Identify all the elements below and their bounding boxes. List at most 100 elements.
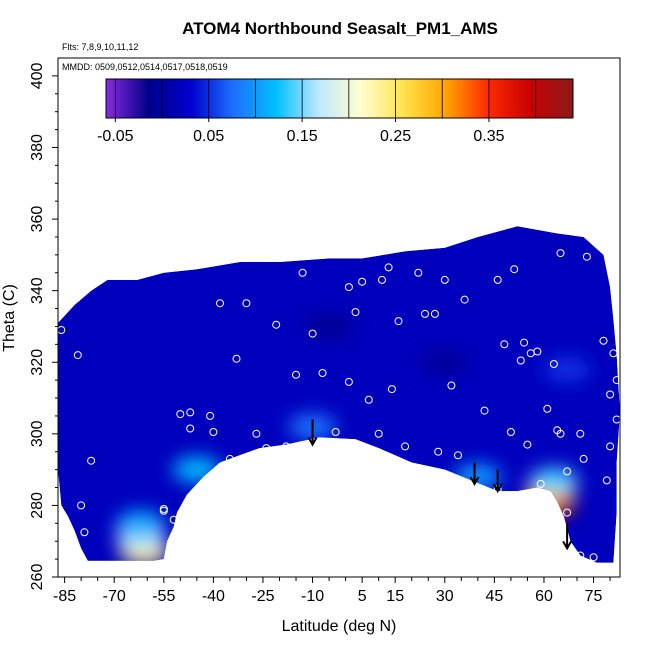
sample-point — [430, 309, 439, 318]
x-tick-label: 5 — [358, 588, 367, 605]
x-axis: -85 -70 -55 -40 -25 -10 5 15 30 45 60 75 — [53, 577, 611, 605]
sample-point — [351, 308, 360, 317]
sample-point — [298, 268, 307, 277]
sample-point — [232, 354, 241, 363]
sample-point — [206, 411, 215, 420]
arrow-3 — [562, 523, 572, 551]
y-tick-label: 300 — [29, 420, 46, 447]
sample-point — [384, 263, 393, 272]
y-tick-label: 260 — [29, 564, 46, 591]
colorbar-tick-label: 0.15 — [287, 128, 318, 145]
sample-point — [262, 444, 271, 453]
sample-point — [272, 320, 281, 329]
sample-point — [493, 275, 502, 284]
x-tick-label: 45 — [485, 588, 503, 605]
arrow-1 — [469, 462, 480, 486]
y-axis-label: Theta (C) — [1, 284, 18, 352]
x-axis-label: Latitude (deg N) — [282, 618, 397, 635]
sample-point — [77, 501, 86, 510]
sample-point — [434, 447, 443, 456]
sample-point — [556, 249, 565, 258]
sample-point — [344, 377, 353, 386]
sample-point — [344, 283, 353, 292]
sample-point — [364, 395, 373, 404]
sample-point — [80, 528, 89, 537]
sample-point — [186, 408, 195, 417]
x-tick-label: 60 — [535, 588, 553, 605]
colorbar-gradient — [106, 79, 573, 118]
sample-point — [599, 336, 608, 345]
sample-point — [602, 236, 611, 245]
x-tick-label: -55 — [152, 588, 175, 605]
sample-point — [225, 454, 234, 463]
field-feature-11 — [420, 349, 469, 376]
arrow-0 — [307, 419, 318, 447]
sample-point — [563, 508, 572, 517]
sample-point — [460, 295, 469, 304]
sample-point — [602, 476, 611, 485]
colorbar-frame — [105, 78, 574, 119]
sample-point — [242, 299, 251, 308]
x-tick-label: -85 — [53, 588, 76, 605]
y-tick-label: 360 — [29, 206, 46, 233]
sample-point — [318, 369, 327, 377]
sample-point — [500, 340, 509, 349]
sample-point — [606, 442, 615, 451]
sample-point — [576, 551, 585, 560]
sample-point — [549, 360, 558, 368]
x-tick-label: -40 — [202, 588, 225, 605]
sample-point — [556, 429, 565, 438]
colorbar-tick-label: 0.35 — [473, 128, 504, 145]
sample-point — [387, 385, 396, 394]
field-feature-10 — [305, 313, 354, 340]
x-tick-label: -70 — [103, 588, 126, 605]
sample-point — [169, 515, 178, 524]
sample-point — [378, 275, 386, 284]
colorbar: -0.05 0.05 0.15 0.25 0.35 — [97, 78, 574, 145]
sample-point — [374, 429, 383, 438]
sample-point — [579, 454, 588, 463]
sample-point — [216, 299, 224, 308]
y-tick-label: 320 — [29, 349, 46, 376]
sample-point — [480, 406, 489, 415]
sample-point — [331, 428, 340, 436]
field-feature-3 — [172, 456, 221, 483]
sample-point — [308, 329, 317, 338]
sample-point — [589, 553, 598, 562]
colorbar-tick-label: -0.05 — [97, 128, 134, 145]
sample-point — [606, 390, 615, 399]
sample-point — [447, 381, 456, 390]
colorbar-tick-label: 0.25 — [380, 128, 411, 145]
chart-title: ATOM4 Northbound Seasalt_PM1_AMS — [182, 19, 498, 38]
x-tick-label: 75 — [585, 588, 603, 605]
x-tick-label: -10 — [301, 588, 324, 605]
sample-point — [510, 265, 519, 274]
mmdd-note: MMDD: 0509,0512,0514,0517,0518,0519 — [62, 62, 228, 72]
sample-point — [401, 442, 410, 451]
sample-point — [506, 428, 515, 436]
sample-point — [292, 370, 300, 379]
sample-point — [454, 451, 462, 460]
sample-point — [543, 404, 552, 413]
sample-point — [394, 317, 403, 326]
sample-point — [609, 349, 618, 358]
y-tick-label: 400 — [29, 62, 46, 89]
x-tick-label: -25 — [251, 588, 274, 605]
sample-point — [159, 505, 168, 513]
sample-point — [516, 356, 525, 365]
sample-point — [576, 429, 585, 438]
sample-point — [440, 275, 449, 284]
sample-point — [209, 428, 218, 436]
x-tick-label: 30 — [436, 588, 454, 605]
y-axis: 260 280 300 320 340 360 380 400 — [29, 62, 58, 590]
sample-point — [582, 252, 591, 261]
sample-point — [186, 424, 195, 433]
y-tick-label: 340 — [29, 277, 46, 304]
sample-point — [176, 410, 185, 419]
field-feature-9 — [543, 356, 592, 383]
sample-point — [563, 467, 572, 476]
x-tick-label: 15 — [386, 588, 404, 605]
colorbar-tick-label: 0.05 — [193, 128, 224, 145]
y-tick-label: 280 — [29, 492, 46, 519]
